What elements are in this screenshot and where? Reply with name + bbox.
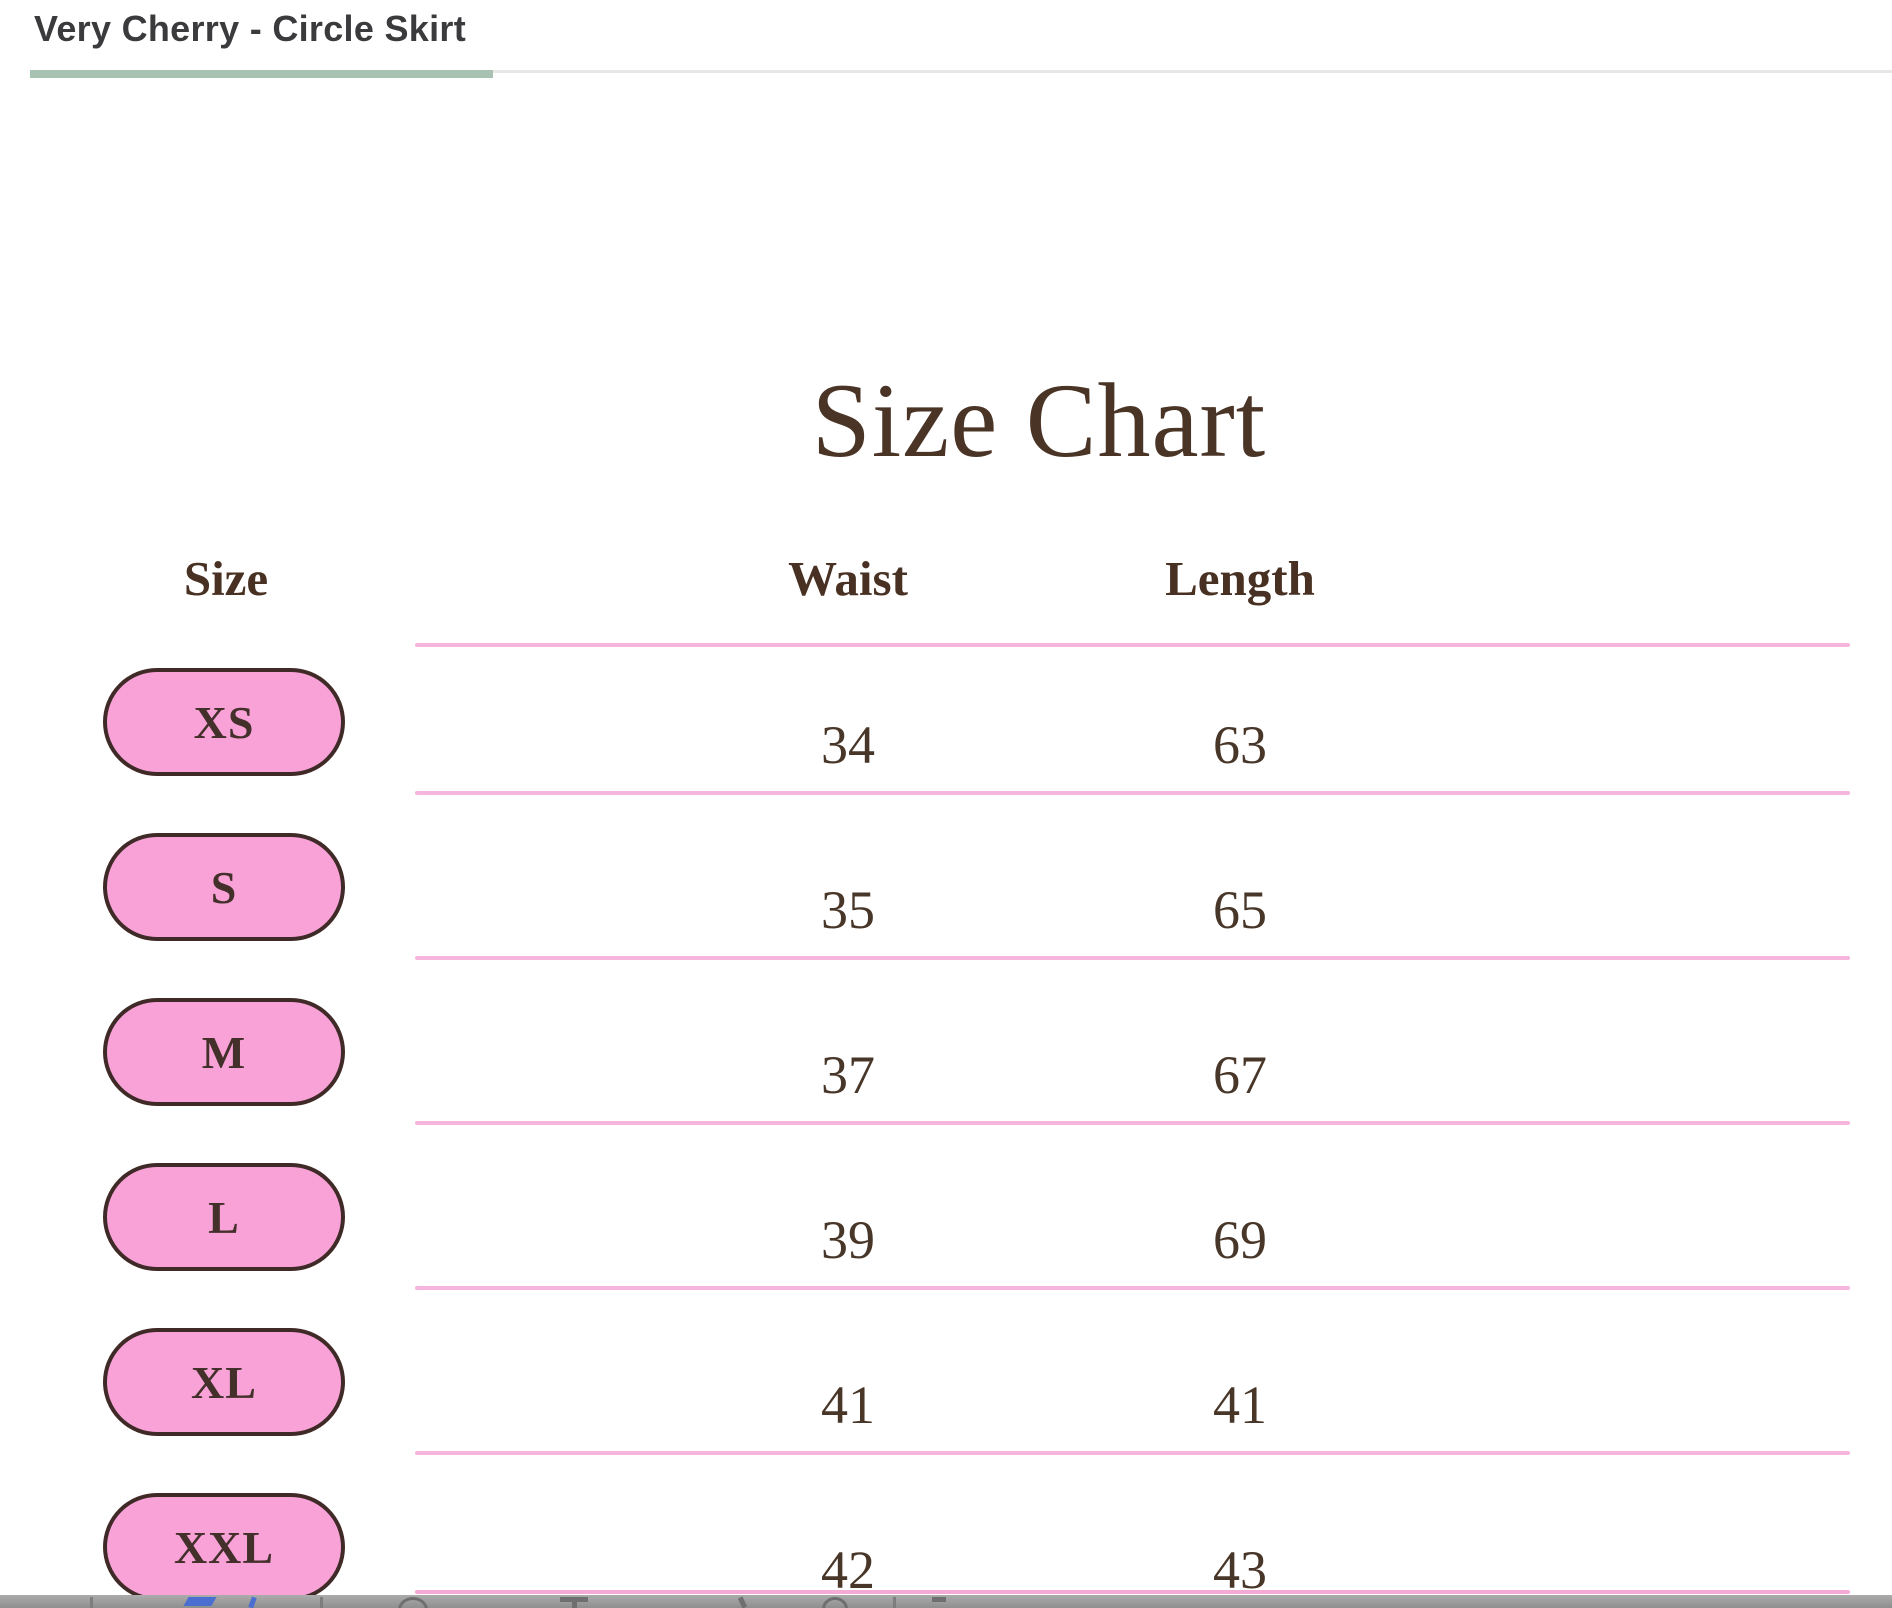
length-value: 41	[1213, 1375, 1267, 1435]
title-underline-accent	[30, 70, 493, 78]
toolbar-separator	[320, 1597, 323, 1608]
size-pill-xxl: XXL	[103, 1493, 345, 1601]
size-pill-s: S	[103, 833, 345, 941]
row-divider	[415, 1451, 1850, 1455]
table-row-xs: XS 34 63	[0, 668, 1892, 776]
length-value: 63	[1213, 715, 1267, 775]
table-row-xxl: XXL 42 43	[0, 1493, 1892, 1601]
row-divider	[415, 1590, 1850, 1594]
waist-value: 42	[821, 1540, 875, 1600]
toolbar-separator	[90, 1597, 93, 1608]
size-pill-label: L	[208, 1191, 240, 1243]
title-underline-track	[493, 70, 1892, 73]
table-row-m: M 37 67	[0, 998, 1892, 1106]
header-divider	[415, 643, 1850, 647]
waist-value: 39	[821, 1210, 875, 1270]
size-pill-label: S	[210, 861, 238, 913]
row-divider	[415, 791, 1850, 795]
column-header-waist: Waist	[788, 551, 908, 606]
text-tool-icon[interactable]	[572, 1597, 577, 1608]
size-pill-label: XL	[191, 1356, 257, 1408]
row-divider	[415, 956, 1850, 960]
size-pill-label: XXL	[173, 1521, 275, 1573]
size-pill-xs: XS	[103, 668, 345, 776]
line-tool-icon[interactable]	[737, 1596, 748, 1608]
waist-value: 37	[821, 1045, 875, 1105]
waist-value: 34	[821, 715, 875, 775]
clipped-toolbar[interactable]	[0, 1595, 1892, 1608]
size-pill-label: M	[201, 1026, 247, 1078]
row-divider	[415, 1121, 1850, 1125]
size-chart-heading: Size Chart	[811, 362, 1267, 479]
pen-tool-icon[interactable]	[183, 1597, 217, 1606]
column-header-length: Length	[1165, 551, 1315, 606]
size-pill-xl: XL	[103, 1328, 345, 1436]
length-value: 67	[1213, 1045, 1267, 1105]
toolbar-separator	[893, 1597, 896, 1608]
size-pill-m: M	[103, 998, 345, 1106]
waist-value: 35	[821, 880, 875, 940]
waist-value: 41	[821, 1375, 875, 1435]
length-value: 43	[1213, 1540, 1267, 1600]
ellipse-tool-icon[interactable]	[822, 1597, 848, 1608]
row-divider	[415, 1286, 1850, 1290]
size-pill-label: XS	[193, 696, 255, 748]
length-value: 69	[1213, 1210, 1267, 1270]
table-row-s: S 35 65	[0, 833, 1892, 941]
column-header-size: Size	[183, 551, 269, 606]
length-value: 65	[1213, 880, 1267, 940]
highlighter-tool-icon[interactable]	[248, 1596, 257, 1608]
size-pill-l: L	[103, 1163, 345, 1271]
table-row-l: L 39 69	[0, 1163, 1892, 1271]
table-row-xl: XL 41 41	[0, 1328, 1892, 1436]
toolbar-icon-fragment[interactable]	[932, 1597, 946, 1602]
shape-tool-icon[interactable]	[398, 1597, 428, 1608]
page-title: Very Cherry - Circle Skirt	[34, 8, 467, 49]
